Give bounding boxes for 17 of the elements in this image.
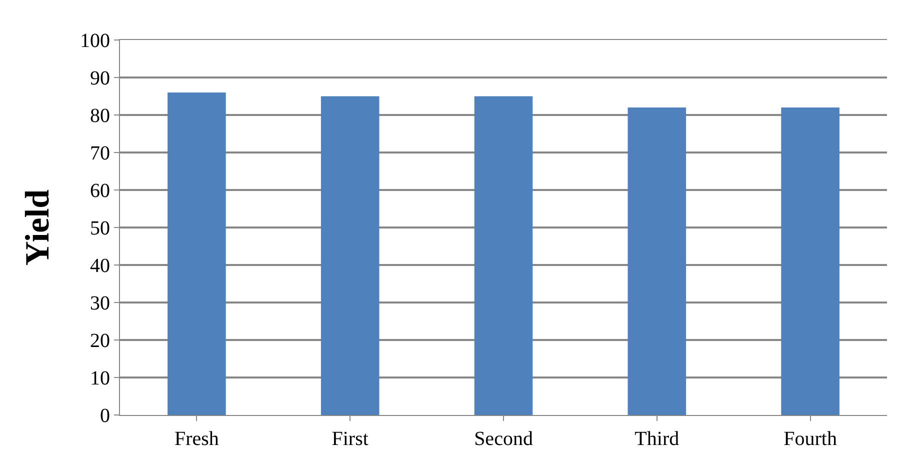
y-tick-label: 0 [100, 405, 110, 427]
y-tick-label: 90 [90, 68, 110, 90]
y-tick-label: 20 [90, 330, 110, 352]
y-tick-label: 40 [90, 255, 110, 277]
y-tick-label: 100 [80, 30, 110, 52]
x-tick-label: Third [634, 428, 680, 450]
y-tick-label: 50 [90, 218, 110, 240]
x-tick-label: Fresh [174, 428, 219, 450]
y-tick-label: 10 [90, 368, 110, 390]
y-tick-label: 60 [90, 180, 110, 202]
y-axis-title: Yield [20, 189, 57, 266]
x-tick-label: First [332, 428, 369, 450]
x-tick-label: Fourth [784, 428, 837, 450]
y-tick-label: 30 [90, 292, 110, 314]
y-tick-label: 80 [90, 105, 110, 127]
y-tick-label: 70 [90, 142, 110, 164]
x-tick-label: Second [474, 428, 533, 450]
